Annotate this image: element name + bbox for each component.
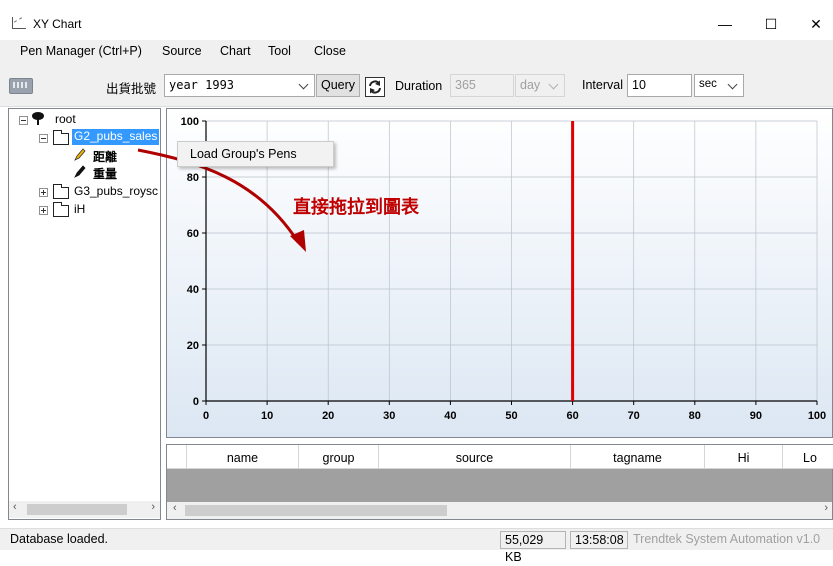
x-tick-label: 80 [689, 410, 701, 422]
x-tick-label: 40 [444, 410, 456, 422]
grid-horizontal-scrollbar[interactable]: ‹ › [167, 502, 832, 519]
tree-node-g2-pubs-sales[interactable]: G2_pubs_sales [72, 129, 160, 145]
folder-icon [53, 130, 69, 145]
batch-select-value: year 1993 [169, 78, 235, 92]
xy-chart-app-icon [12, 17, 26, 29]
tree-node-distance[interactable]: 距離 [93, 150, 118, 164]
x-tick-label: 70 [628, 410, 640, 422]
duration-unit-select[interactable]: day [515, 74, 565, 97]
scroll-left-icon[interactable]: ‹ [13, 501, 17, 513]
y-tick-label: 40 [187, 284, 199, 296]
context-menu: Load Group's Pens [177, 141, 334, 167]
pencil-icon [74, 148, 86, 161]
status-vendor: Trendtek System Automation v1.0 [633, 532, 821, 546]
title-bar: XY Chart — ☐ ✕ [0, 0, 833, 40]
chevron-down-icon [298, 79, 309, 90]
scroll-left-icon[interactable]: ‹ [173, 502, 177, 514]
x-tick-label: 0 [203, 410, 209, 422]
collapse-root-expander[interactable] [19, 116, 28, 125]
refresh-icon [369, 80, 381, 94]
batch-select[interactable]: year 1993 [164, 74, 315, 97]
minimize-button[interactable]: — [718, 16, 732, 32]
y-tick-label: 60 [187, 228, 199, 240]
status-memory: 55,029 KB [500, 531, 566, 564]
collapse-g2-expander[interactable] [39, 134, 48, 143]
column-header-lo[interactable]: Lo [783, 445, 833, 469]
menu-bar: Pen Manager (Ctrl+P) Source Chart Tool C… [0, 40, 833, 63]
folder-icon [53, 184, 69, 199]
x-tick-label: 60 [566, 410, 578, 422]
y-tick-label: 80 [187, 172, 199, 184]
status-bar: Database loaded. 55,029 KB 13:58:08 Tren… [0, 528, 833, 564]
interval-unit-value: sec [699, 78, 717, 90]
tree-node-root[interactable]: root [55, 112, 76, 126]
pencil-icon [74, 165, 86, 178]
context-menu-item-load-pens[interactable]: Load Group's Pens [190, 147, 297, 161]
interval-input[interactable]: 10 [627, 74, 692, 97]
column-header-name[interactable]: name [187, 445, 299, 469]
status-time: 13:58:08 [570, 531, 628, 549]
x-tick-label: 90 [750, 410, 762, 422]
tree-root-icon [32, 112, 44, 125]
chevron-down-icon [548, 79, 559, 90]
query-button[interactable]: Query [316, 74, 360, 97]
interval-unit-select[interactable]: sec [694, 74, 744, 97]
tree-node-g3-pubs-roysc[interactable]: G3_pubs_roysc [74, 184, 159, 198]
window-title: XY Chart [33, 17, 82, 31]
pen-tree[interactable]: root G2_pubs_sales 距離 重量 G3_pubs_roysc i… [8, 108, 161, 520]
batch-label: 出貨批號 [106, 82, 157, 96]
tree-node-ih[interactable]: iH [74, 202, 86, 216]
scroll-right-icon[interactable]: › [824, 502, 828, 514]
tree-node-weight[interactable]: 重量 [93, 167, 118, 181]
row-header-cell [167, 445, 187, 469]
menu-close[interactable]: Close [314, 44, 346, 58]
keyboard-icon[interactable] [9, 78, 33, 94]
x-tick-label: 20 [322, 410, 334, 422]
duration-input[interactable]: 365 [450, 74, 514, 97]
maximize-button[interactable]: ☐ [764, 16, 778, 32]
scroll-thumb[interactable] [27, 504, 127, 515]
status-message: Database loaded. [10, 532, 108, 546]
refresh-button[interactable] [365, 77, 385, 97]
column-header-hi[interactable]: Hi [705, 445, 783, 469]
x-tick-label: 10 [261, 410, 273, 422]
expand-ih-expander[interactable] [39, 206, 48, 215]
column-header-source[interactable]: source [379, 445, 571, 469]
scroll-thumb[interactable] [185, 505, 447, 516]
folder-icon [53, 202, 69, 217]
interval-label: Interval [582, 78, 623, 92]
y-tick-label: 0 [193, 396, 199, 408]
grid-header: name group source tagname Hi Lo [167, 445, 833, 469]
column-header-tagname[interactable]: tagname [571, 445, 705, 469]
menu-chart[interactable]: Chart [220, 44, 251, 58]
drag-instruction-text: 直接拖拉到圖表 [293, 197, 419, 218]
chevron-down-icon [727, 79, 738, 90]
expand-g3-expander[interactable] [39, 188, 48, 197]
menu-tool[interactable]: Tool [268, 44, 291, 58]
x-tick-label: 30 [383, 410, 395, 422]
y-tick-label: 100 [181, 116, 199, 128]
x-tick-label: 100 [808, 410, 826, 422]
pen-grid[interactable]: name group source tagname Hi Lo ‹ › [166, 444, 833, 520]
close-button[interactable]: ✕ [810, 16, 822, 32]
duration-unit-value: day [520, 78, 541, 92]
y-tick-label: 20 [187, 340, 199, 352]
menu-source[interactable]: Source [162, 44, 202, 58]
duration-label: Duration [395, 79, 443, 93]
tree-horizontal-scrollbar[interactable]: ‹ › [9, 501, 160, 518]
menu-pen-manager[interactable]: Pen Manager (Ctrl+P) [20, 44, 142, 58]
scroll-right-icon[interactable]: › [151, 501, 155, 513]
column-header-group[interactable]: group [299, 445, 379, 469]
x-tick-label: 50 [505, 410, 517, 422]
